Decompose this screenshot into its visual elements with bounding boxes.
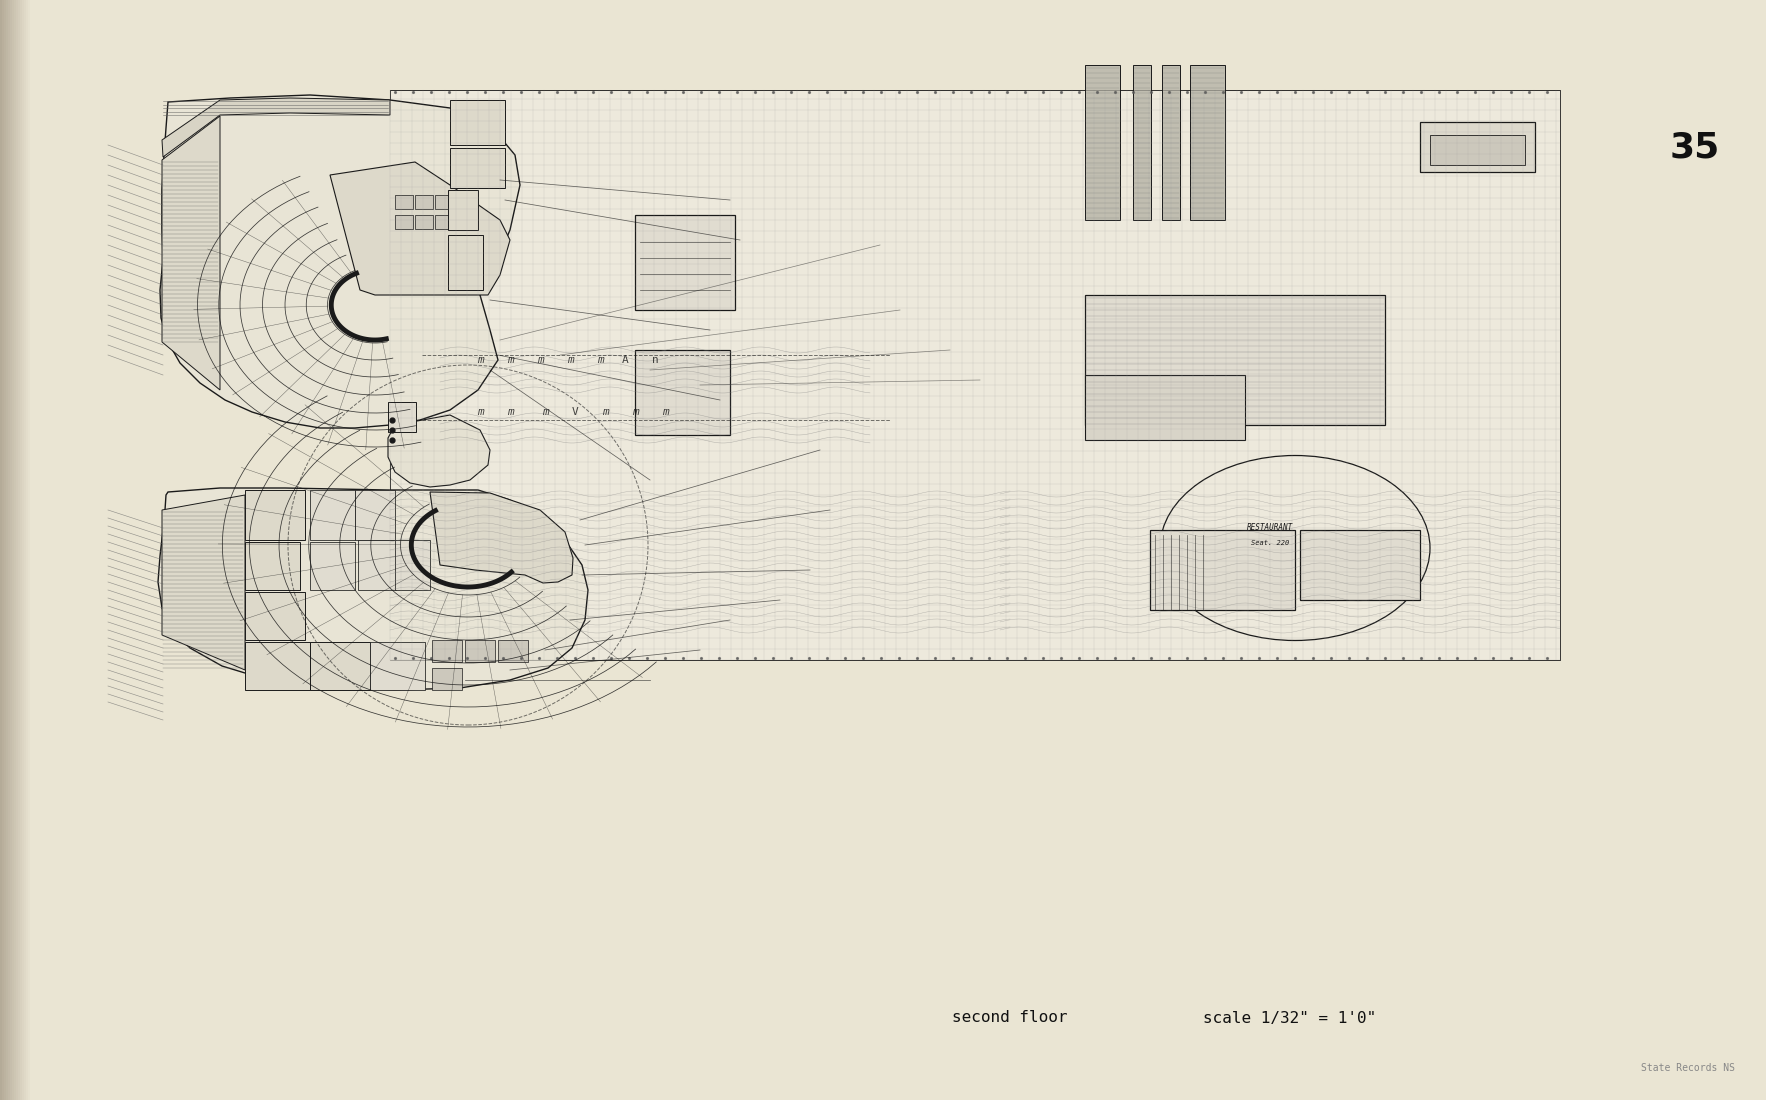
Bar: [1084, 295, 1385, 425]
Bar: [415, 214, 433, 229]
Bar: [9, 0, 11, 1100]
Bar: [434, 195, 454, 209]
Bar: [1150, 530, 1294, 610]
Text: m: m: [597, 355, 604, 365]
Text: m: m: [632, 407, 638, 417]
Text: State Records NS: State Records NS: [1641, 1063, 1734, 1072]
Bar: [355, 490, 396, 540]
Bar: [1162, 65, 1180, 220]
Bar: [396, 195, 413, 209]
Text: V: V: [572, 407, 579, 417]
Bar: [245, 490, 306, 540]
Polygon shape: [162, 116, 221, 390]
Bar: [311, 490, 355, 540]
Bar: [636, 214, 735, 310]
Bar: [389, 402, 417, 432]
Text: 35: 35: [1671, 131, 1720, 165]
Bar: [449, 235, 482, 290]
Bar: [433, 668, 463, 690]
Bar: [311, 542, 355, 590]
Bar: [636, 350, 729, 434]
Bar: [450, 148, 505, 188]
Bar: [4, 0, 5, 1100]
Bar: [450, 100, 505, 145]
Bar: [245, 592, 306, 640]
Text: scale 1/32" = 1'0": scale 1/32" = 1'0": [1203, 1011, 1377, 1025]
Bar: [11, 0, 12, 1100]
Text: m: m: [542, 407, 549, 417]
Bar: [415, 195, 433, 209]
Text: m: m: [602, 407, 608, 417]
Bar: [1420, 122, 1535, 172]
Bar: [5, 0, 9, 1100]
Bar: [26, 0, 28, 1100]
Bar: [16, 0, 18, 1100]
Bar: [245, 642, 311, 690]
Bar: [0, 0, 2, 1100]
Text: RESTAURANT: RESTAURANT: [1247, 522, 1293, 532]
Bar: [18, 0, 19, 1100]
Bar: [25, 0, 26, 1100]
Bar: [2, 0, 4, 1100]
Bar: [396, 540, 429, 590]
Text: m: m: [567, 355, 574, 365]
Polygon shape: [161, 95, 519, 428]
Bar: [1190, 65, 1226, 220]
Polygon shape: [429, 492, 572, 583]
Bar: [1430, 135, 1526, 165]
Text: second floor: second floor: [952, 1011, 1068, 1025]
Text: m: m: [507, 355, 514, 365]
Bar: [1134, 65, 1151, 220]
Bar: [371, 642, 426, 690]
Text: n: n: [652, 355, 659, 365]
Bar: [434, 214, 449, 229]
Bar: [21, 0, 25, 1100]
Text: m: m: [477, 355, 484, 365]
Polygon shape: [330, 162, 510, 295]
Polygon shape: [389, 415, 489, 487]
Bar: [498, 640, 528, 662]
Text: m: m: [662, 407, 668, 417]
Text: A: A: [622, 355, 629, 365]
Bar: [433, 640, 463, 662]
Bar: [449, 190, 479, 230]
Text: m: m: [537, 355, 544, 365]
Polygon shape: [157, 488, 588, 690]
Text: m: m: [507, 407, 514, 417]
Text: m: m: [477, 407, 484, 417]
Polygon shape: [162, 495, 245, 670]
Bar: [19, 0, 21, 1100]
Bar: [358, 540, 396, 590]
Bar: [464, 640, 494, 662]
Bar: [1300, 530, 1420, 600]
Bar: [390, 90, 1559, 660]
Bar: [28, 0, 30, 1100]
Bar: [14, 0, 16, 1100]
Bar: [12, 0, 14, 1100]
Bar: [1084, 375, 1245, 440]
Polygon shape: [162, 98, 390, 157]
Bar: [245, 542, 300, 590]
Bar: [396, 214, 413, 229]
Text: Seat. 220: Seat. 220: [1250, 540, 1289, 546]
Bar: [311, 642, 371, 690]
Bar: [1084, 65, 1120, 220]
